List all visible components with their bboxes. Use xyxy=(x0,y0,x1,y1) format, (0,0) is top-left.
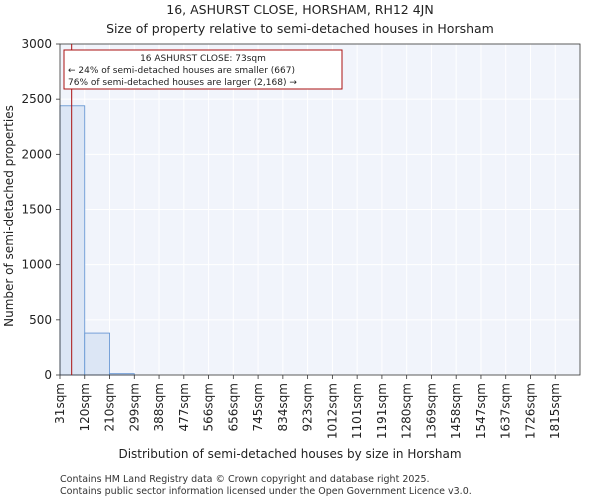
x-tick-label: 477sqm xyxy=(177,383,191,431)
x-tick-label: 388sqm xyxy=(152,383,166,431)
x-tick-label: 1458sqm xyxy=(449,383,463,439)
x-tick-label: 1280sqm xyxy=(400,383,414,439)
x-tick-label: 120sqm xyxy=(78,383,92,431)
x-tick-label: 1012sqm xyxy=(325,383,339,439)
y-tick-label: 1500 xyxy=(21,203,52,217)
y-tick-label: 2500 xyxy=(21,92,52,106)
x-tick-label: 1369sqm xyxy=(424,383,438,439)
bar-120sqm xyxy=(84,332,110,376)
annotation-larger: 76% of semi-detached houses are larger (… xyxy=(68,78,297,88)
x-tick-label: 299sqm xyxy=(127,383,141,431)
bar-31sqm xyxy=(59,105,86,376)
y-axis-label: Number of semi-detached properties xyxy=(2,105,16,327)
footer-line-2: Contains public sector information licen… xyxy=(60,486,472,497)
annotation-title: 16 ASHURST CLOSE: 73sqm xyxy=(140,54,266,64)
x-axis-label: Distribution of semi-detached houses by … xyxy=(118,447,461,461)
x-tick-label: 210sqm xyxy=(103,383,117,431)
x-tick-label: 1726sqm xyxy=(523,383,537,439)
annotation-box xyxy=(63,49,343,90)
x-tick-label: 923sqm xyxy=(301,383,315,431)
x-tick-label: 1101sqm xyxy=(350,383,364,439)
x-tick-label: 1637sqm xyxy=(499,383,513,439)
footer-line-1: Contains HM Land Registry data © Crown c… xyxy=(60,474,430,485)
x-tick-label: 834sqm xyxy=(276,383,290,431)
annotation-smaller: ← 24% of semi-detached houses are smalle… xyxy=(68,66,295,76)
x-axis-ticks: 31sqm 120sqm 210sqm 299sqm 388sqm 477sqm 566sq… xyxy=(53,375,562,439)
bars xyxy=(59,105,135,376)
chart-title: 16, ASHURST CLOSE, HORSHAM, RH12 4JN xyxy=(166,2,433,17)
x-tick-label: 1547sqm xyxy=(474,383,488,439)
y-tick-label: 2000 xyxy=(21,147,52,161)
x-tick-label: 656sqm xyxy=(226,383,240,431)
x-tick-label: 31sqm xyxy=(53,383,67,424)
y-axis-ticks: 0 500 1000 1500 2000 2500 3000 xyxy=(21,37,60,382)
y-tick-label: 1000 xyxy=(21,258,52,272)
x-tick-label: 566sqm xyxy=(202,383,216,431)
gridlines xyxy=(59,43,581,376)
x-tick-label: 1815sqm xyxy=(548,383,562,439)
chart-subtitle: Size of property relative to semi-detach… xyxy=(106,21,494,36)
y-tick-label: 500 xyxy=(29,313,52,327)
x-tick-label: 745sqm xyxy=(251,383,265,431)
y-tick-label: 3000 xyxy=(21,37,52,51)
y-tick-label: 0 xyxy=(44,368,52,382)
x-tick-label: 1191sqm xyxy=(375,383,389,439)
